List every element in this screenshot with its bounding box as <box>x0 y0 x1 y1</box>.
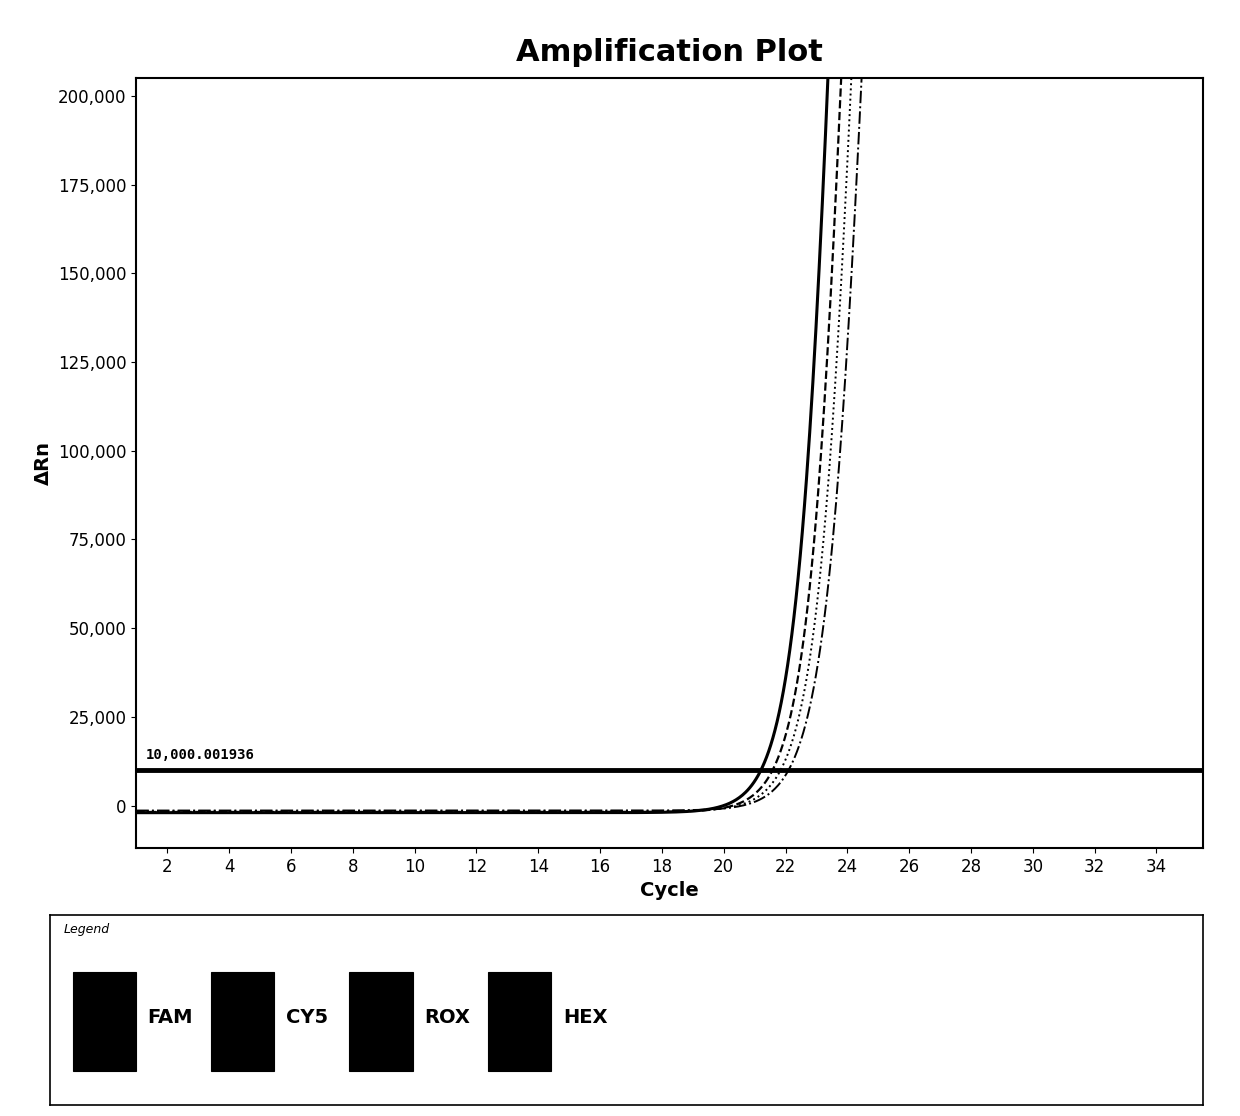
FancyBboxPatch shape <box>73 972 136 1070</box>
Text: FAM: FAM <box>148 1008 193 1027</box>
FancyBboxPatch shape <box>487 972 552 1070</box>
Title: Amplification Plot: Amplification Plot <box>516 38 823 67</box>
FancyBboxPatch shape <box>350 972 413 1070</box>
Y-axis label: ΔRn: ΔRn <box>33 441 52 485</box>
Text: 10,000.001936: 10,000.001936 <box>145 749 254 762</box>
Text: Legend: Legend <box>63 923 109 935</box>
Text: ROX: ROX <box>424 1008 470 1027</box>
FancyBboxPatch shape <box>211 972 274 1070</box>
Text: CY5: CY5 <box>286 1008 329 1027</box>
Text: HEX: HEX <box>563 1008 608 1027</box>
X-axis label: Cycle: Cycle <box>640 882 699 901</box>
